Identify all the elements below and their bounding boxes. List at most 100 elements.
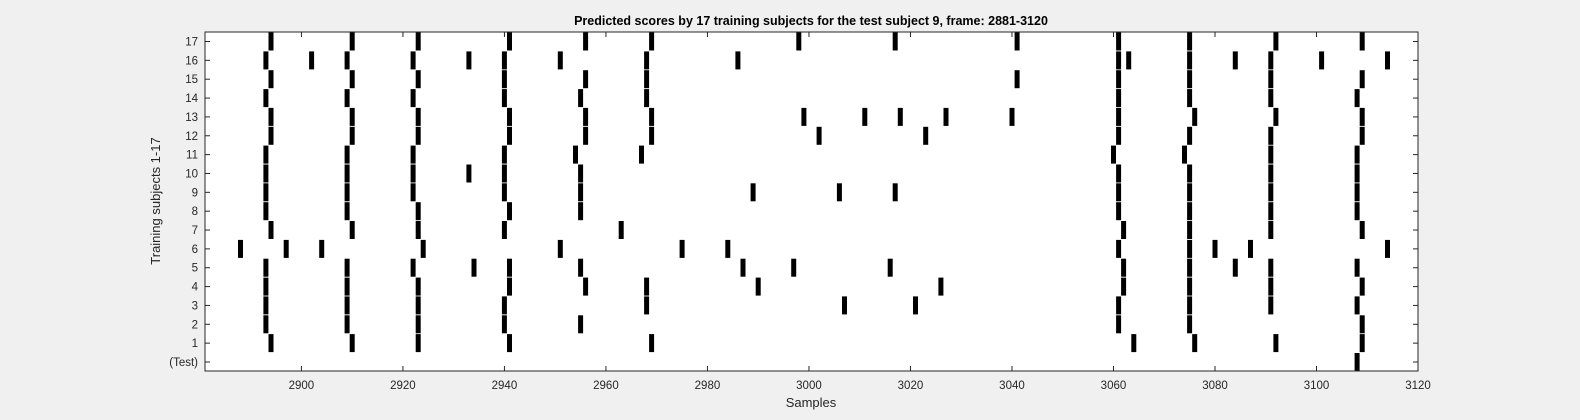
score-mark [842,296,847,315]
score-mark [583,277,589,296]
score-mark [501,51,507,70]
score-mark [644,277,650,296]
score-mark [344,183,350,202]
score-mark [578,202,584,221]
score-mark [238,239,243,258]
score-mark [801,107,807,126]
score-mark [862,107,868,126]
score-mark [349,221,355,239]
score-mark [755,277,761,296]
score-mark [415,70,421,89]
score-mark [1187,32,1193,51]
score-mark [649,126,655,145]
score-mark [344,89,350,108]
score-mark [1187,258,1193,277]
score-mark [1359,315,1365,334]
score-mark [1354,296,1360,315]
score-mark [268,334,274,353]
chart-title: Predicted scores by 17 training subjects… [574,14,1048,28]
y-tick-label: 10 [185,168,198,180]
score-mark [649,32,655,51]
score-mark [1116,296,1122,315]
score-mark [349,70,355,89]
score-mark [1187,183,1193,202]
score-mark [1268,296,1274,315]
score-mark [507,107,512,126]
score-mark [1116,183,1122,202]
score-mark [1354,258,1360,277]
y-tick-label: 14 [185,93,198,105]
score-mark [1116,164,1122,183]
score-mark [1354,353,1360,371]
x-tick-label: 3000 [796,380,822,392]
score-mark [263,277,269,296]
score-mark [1268,51,1274,70]
score-mark [507,202,512,221]
score-mark [344,296,350,315]
score-mark [1187,239,1193,258]
score-mark [649,107,655,126]
score-mark [507,277,512,296]
score-mark [471,258,477,277]
score-mark [1187,126,1193,145]
y-tick-label: 13 [185,112,198,124]
score-mark [578,315,584,334]
score-mark [836,183,842,202]
score-mark [1187,51,1193,70]
score-mark [1187,315,1193,334]
score-mark [1131,334,1137,353]
score-mark [1116,126,1122,145]
score-mark [892,32,898,51]
score-mark [263,89,269,108]
plot-border [204,31,1419,372]
score-mark [923,126,929,145]
score-mark [573,145,578,164]
score-mark [887,258,893,277]
y-tick-label: 11 [186,150,198,162]
score-mark [415,107,421,126]
score-mark [344,315,350,334]
x-tick-label: 2960 [593,380,619,392]
score-mark [1116,239,1122,258]
x-tick-label: 2900 [289,380,315,392]
score-mark [309,51,315,70]
y-axis-label: Training subjects 1-17 [148,137,163,264]
score-mark [1268,202,1274,221]
score-mark [892,183,898,202]
score-mark [344,258,350,277]
score-mark [1121,221,1127,239]
score-mark [415,126,421,145]
score-mark [1268,221,1274,239]
score-mark [263,183,269,202]
score-mark [1187,164,1193,183]
score-mark [501,70,507,89]
score-mark [1359,126,1365,145]
score-mark [501,221,507,239]
score-mark [1126,51,1132,70]
score-mark [1187,277,1193,296]
score-mark [816,126,822,145]
score-mark [1187,89,1193,108]
score-mark [557,239,563,258]
score-mark [1268,164,1274,183]
score-mark [1359,277,1365,296]
score-mark [679,239,685,258]
score-mark [415,202,421,221]
y-tick-label: (Test) [169,357,198,369]
score-mark [1116,51,1122,70]
score-mark [415,32,421,51]
score-mark [943,107,949,126]
score-mark [501,296,507,315]
score-mark [1359,32,1365,51]
x-axis-label: Samples [786,395,837,410]
score-mark [1232,258,1238,277]
y-tick-label: 16 [185,55,198,67]
score-mark [1187,221,1193,239]
score-mark [1359,334,1365,353]
score-mark [1192,107,1198,126]
score-mark [415,296,421,315]
score-mark [344,164,350,183]
score-mark [410,258,416,277]
score-mark [1212,239,1218,258]
score-mark [1187,70,1193,89]
